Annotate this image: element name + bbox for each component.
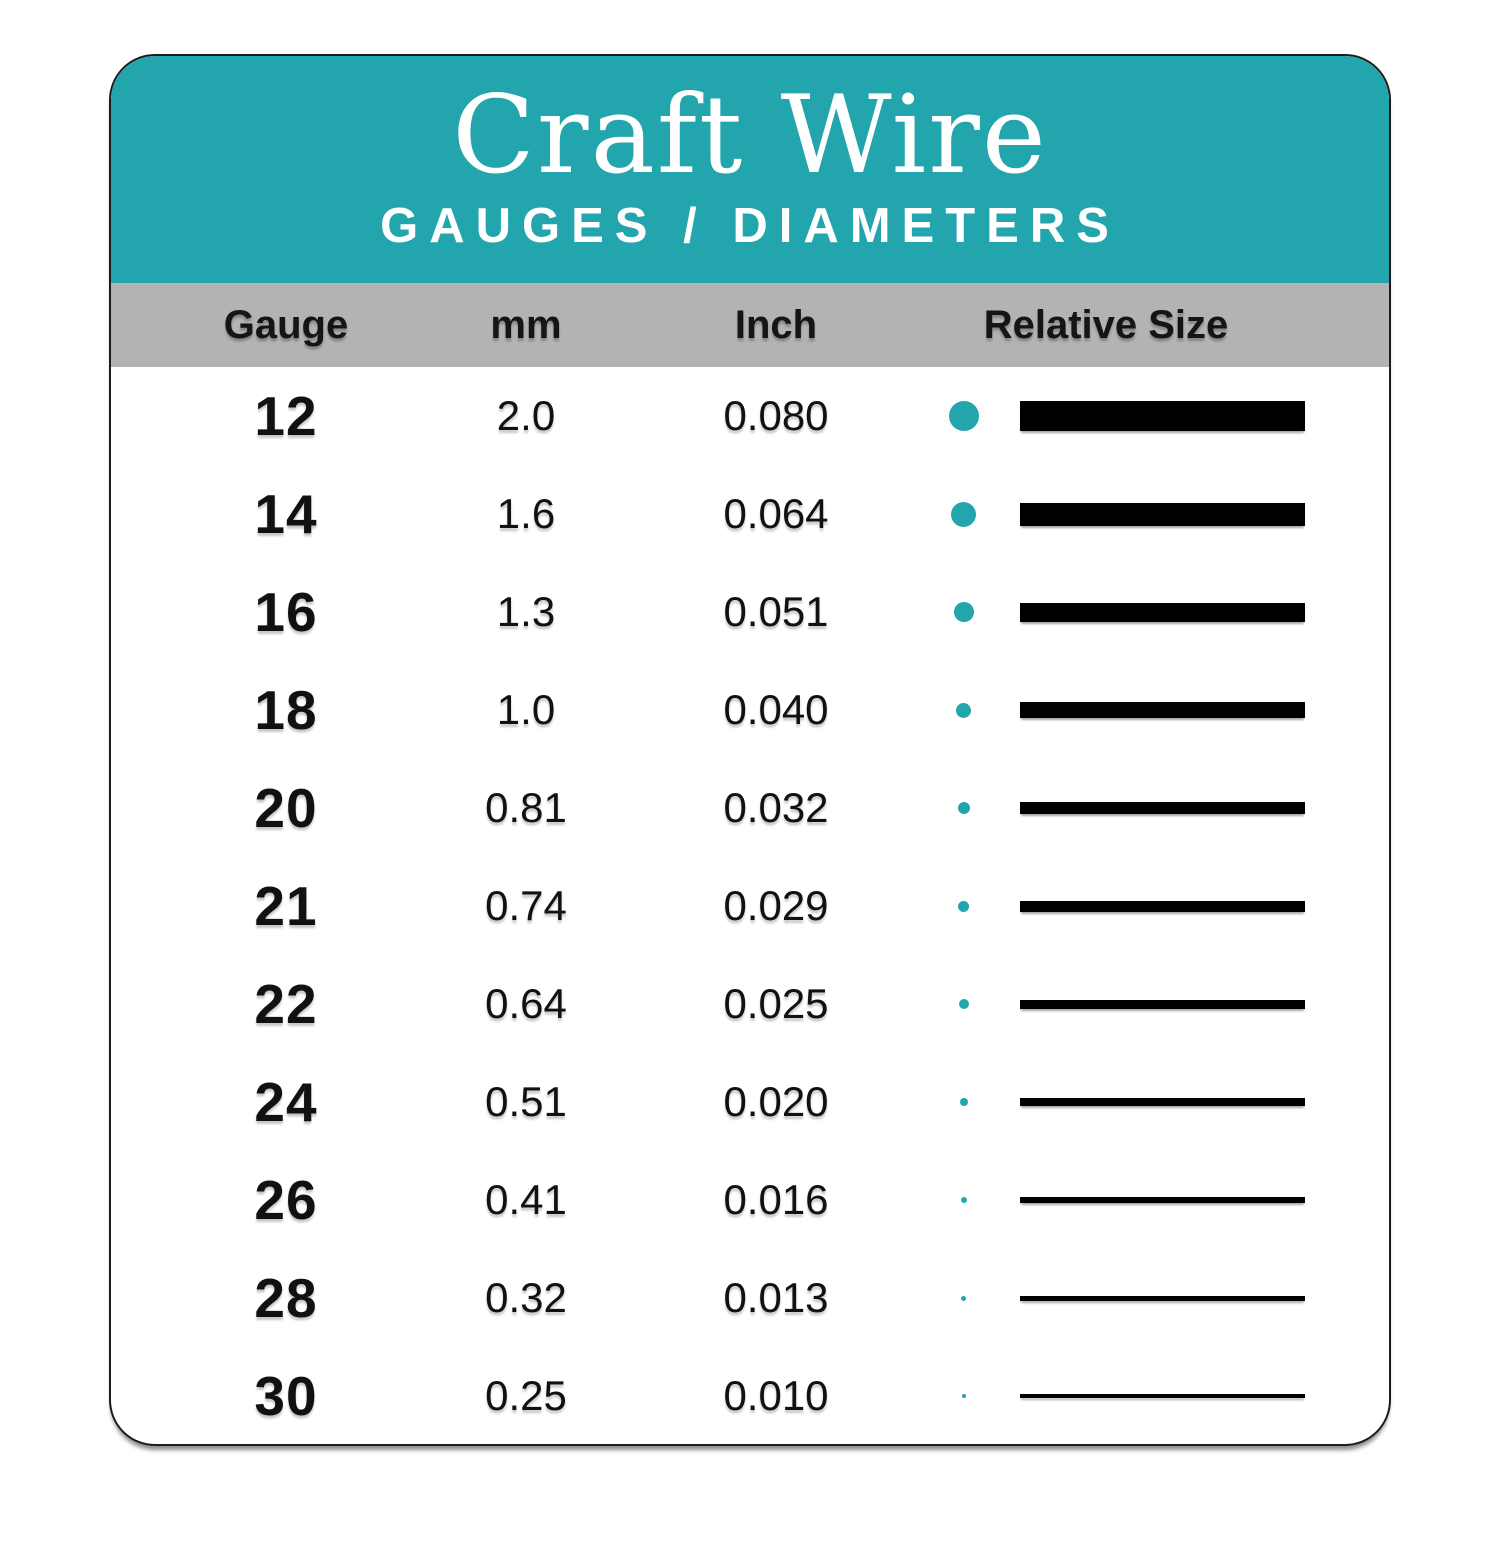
mm-value: 0.32 <box>485 1274 567 1321</box>
relative-size-dot-cell <box>911 563 1016 661</box>
inch-value: 0.020 <box>723 1078 829 1125</box>
table-row: 20 0.81 0.032 <box>111 759 1389 857</box>
gauge-value: 22 <box>254 973 318 1035</box>
wire-dot-icon <box>957 802 970 814</box>
table-row: 18 1.0 0.040 <box>111 661 1389 759</box>
table-row: 26 0.41 0.016 <box>111 1151 1389 1249</box>
wire-thickness-bar <box>1020 1295 1305 1301</box>
relative-size-bar-cell <box>1016 563 1389 661</box>
gauge-value: 21 <box>254 875 318 937</box>
mm-value: 0.25 <box>485 1372 567 1419</box>
wire-thickness-bar <box>1020 900 1305 912</box>
gauge-value: 16 <box>254 581 318 643</box>
wire-thickness-bar <box>1020 1197 1305 1203</box>
relative-size-bar-cell <box>1016 1347 1389 1444</box>
gauge-value: 18 <box>254 679 318 741</box>
gauge-value: 26 <box>254 1169 318 1231</box>
relative-size-bar-cell <box>1016 661 1389 759</box>
gauge-value: 20 <box>254 777 318 839</box>
wire-thickness-bar <box>1020 602 1305 622</box>
inch-value: 0.029 <box>723 882 829 929</box>
relative-size-bar-cell <box>1016 465 1389 563</box>
table-row: 28 0.32 0.013 <box>111 1249 1389 1347</box>
wire-dot-icon <box>961 1394 966 1398</box>
mm-value: 0.74 <box>485 882 567 929</box>
inch-value: 0.013 <box>723 1274 829 1321</box>
inch-value: 0.080 <box>723 392 829 439</box>
mm-value: 1.6 <box>496 490 556 537</box>
inch-value: 0.064 <box>723 490 829 537</box>
table-row: 22 0.64 0.025 <box>111 955 1389 1053</box>
gauge-value: 28 <box>254 1267 318 1329</box>
mm-value: 0.51 <box>485 1078 567 1125</box>
column-header-mm: mm <box>490 302 562 347</box>
gauge-value: 24 <box>254 1071 318 1133</box>
wire-thickness-bar <box>1020 802 1305 814</box>
wire-dot-icon <box>958 999 969 1009</box>
relative-size-bar-cell <box>1016 367 1389 465</box>
craft-wire-chart-card: Craft Wire GAUGES / DIAMETERS Gauge mm I… <box>109 54 1391 1446</box>
relative-size-dot-cell <box>911 661 1016 759</box>
relative-size-bar-cell <box>1016 1053 1389 1151</box>
wire-dot-icon <box>961 1295 966 1301</box>
relative-size-dot-cell <box>911 1053 1016 1151</box>
relative-size-bar-cell <box>1016 955 1389 1053</box>
page-subtitle: GAUGES / DIAMETERS <box>380 199 1120 254</box>
wire-thickness-bar <box>1020 1394 1305 1398</box>
relative-size-dot-cell <box>911 367 1016 465</box>
table-body: 12 2.0 0.080 14 1.6 0.064 16 1.3 0.051 1… <box>111 367 1389 1444</box>
page-title: Craft Wire <box>452 72 1048 198</box>
gauge-value: 12 <box>254 385 318 447</box>
wire-dot-icon <box>960 1197 967 1203</box>
table-row: 14 1.6 0.064 <box>111 465 1389 563</box>
mm-value: 1.3 <box>496 588 556 635</box>
inch-value: 0.016 <box>723 1176 829 1223</box>
wire-thickness-bar <box>1020 702 1305 718</box>
mm-value: 0.81 <box>485 784 567 831</box>
relative-size-dot-cell <box>911 1347 1016 1444</box>
relative-size-dot-cell <box>911 857 1016 955</box>
mm-value: 1.0 <box>496 686 556 733</box>
wire-dot-icon <box>956 702 971 718</box>
inch-value: 0.032 <box>723 784 829 831</box>
inch-value: 0.051 <box>723 588 829 635</box>
table-row: 24 0.51 0.020 <box>111 1053 1389 1151</box>
wire-dot-icon <box>953 602 974 622</box>
column-header-inch: Inch <box>734 302 818 347</box>
wire-dot-icon <box>948 401 979 431</box>
column-header-gauge: Gauge <box>223 302 349 347</box>
relative-size-dot-cell <box>911 465 1016 563</box>
inch-value: 0.025 <box>723 980 829 1027</box>
table-row: 21 0.74 0.029 <box>111 857 1389 955</box>
wire-dot-icon <box>958 900 969 912</box>
relative-size-bar-cell <box>1016 1249 1389 1347</box>
wire-thickness-bar <box>1020 502 1305 526</box>
gauge-value: 14 <box>254 483 318 545</box>
inch-value: 0.040 <box>723 686 829 733</box>
mm-value: 0.64 <box>485 980 567 1027</box>
relative-size-dot-cell <box>911 955 1016 1053</box>
relative-size-dot-cell <box>911 1249 1016 1347</box>
relative-size-bar-cell <box>1016 857 1389 955</box>
mm-value: 2.0 <box>496 392 556 439</box>
wire-thickness-bar <box>1020 1098 1305 1106</box>
column-header-relative-size: Relative Size <box>983 302 1229 347</box>
mm-value: 0.41 <box>485 1176 567 1223</box>
wire-thickness-bar <box>1020 401 1305 431</box>
column-header-band: Gauge mm Inch Relative Size <box>111 283 1389 367</box>
relative-size-dot-cell <box>911 1151 1016 1249</box>
inch-value: 0.010 <box>723 1372 829 1419</box>
wire-thickness-bar <box>1020 999 1305 1009</box>
chart-header: Craft Wire GAUGES / DIAMETERS <box>111 56 1389 283</box>
gauge-value: 30 <box>254 1365 318 1427</box>
relative-size-bar-cell <box>1016 759 1389 857</box>
relative-size-dot-cell <box>911 759 1016 857</box>
table-row: 30 0.25 0.010 <box>111 1347 1389 1444</box>
wire-dot-icon <box>951 501 976 527</box>
table-row: 12 2.0 0.080 <box>111 367 1389 465</box>
table-row: 16 1.3 0.051 <box>111 563 1389 661</box>
wire-dot-icon <box>959 1098 968 1106</box>
relative-size-bar-cell <box>1016 1151 1389 1249</box>
